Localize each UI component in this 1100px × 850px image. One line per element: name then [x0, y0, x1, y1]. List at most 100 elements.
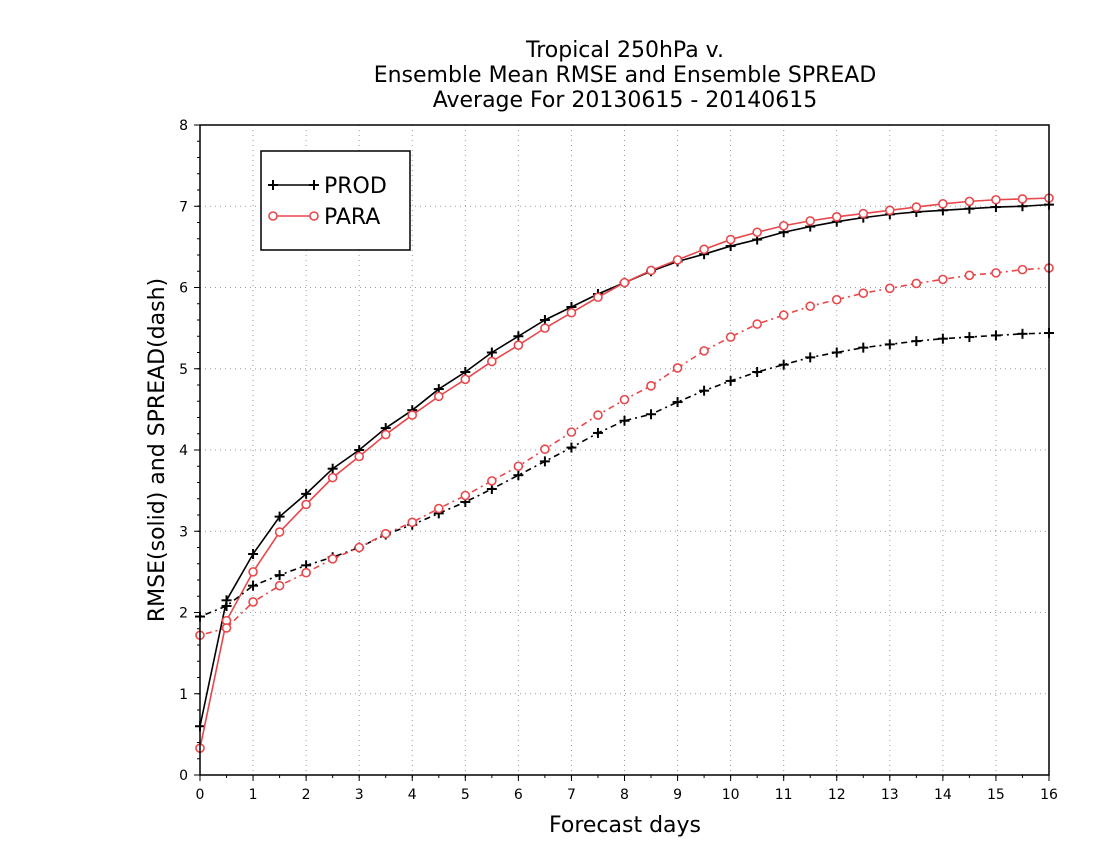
- point-para-rmse: [964, 196, 975, 207]
- point-prod-spread: [831, 347, 842, 358]
- point-para-rmse: [778, 220, 789, 231]
- title-line-3: Average For 20130615 - 20140615: [433, 88, 818, 113]
- point-para-spread: [407, 517, 418, 528]
- point-para-spread: [433, 503, 444, 514]
- point-para-rmse: [725, 234, 736, 245]
- point-prod-spread: [725, 375, 736, 386]
- point-para-spread: [274, 580, 285, 591]
- point-para-rmse: [380, 429, 391, 440]
- point-prod-rmse: [486, 347, 497, 358]
- point-para-spread: [885, 283, 895, 294]
- y-tick-labels: 0 1 2 3 4 5 6 7 8: [179, 118, 188, 784]
- point-prod-rmse: [513, 331, 524, 342]
- y-tick-label: 5: [179, 362, 188, 378]
- point-para-rmse: [327, 472, 338, 483]
- point-prod-spread: [858, 342, 869, 353]
- point-prod-rmse: [327, 463, 338, 474]
- title-line-1: Tropical 250hPa v.: [525, 38, 724, 63]
- point-prod-spread: [805, 352, 816, 363]
- point-para-rmse: [805, 216, 816, 226]
- point-para-spread: [1017, 264, 1028, 275]
- point-para-spread: [248, 597, 258, 607]
- x-tick-label: 10: [722, 787, 740, 803]
- point-prod-spread: [248, 580, 259, 591]
- x-tick-label: 7: [567, 787, 576, 803]
- x-tick-label: 0: [196, 787, 205, 803]
- point-para-spread: [778, 310, 789, 320]
- y-tick-label: 7: [179, 199, 188, 215]
- legend-label-para: PARA: [324, 205, 380, 230]
- point-para-spread: [619, 394, 630, 405]
- point-para-rmse: [460, 374, 471, 385]
- point-para-spread: [699, 346, 709, 356]
- point-prod-spread: [990, 330, 1001, 341]
- point-para-rmse: [938, 199, 948, 209]
- legend-box: [260, 150, 411, 251]
- point-para-spread: [964, 270, 975, 281]
- point-para-rmse: [487, 356, 497, 367]
- point-para-rmse: [885, 205, 895, 216]
- x-tick-label: 9: [673, 787, 682, 803]
- point-para-rmse: [1017, 194, 1028, 204]
- point-para-spread: [513, 461, 524, 472]
- legend-marker-end: [309, 211, 319, 221]
- point-para-spread: [301, 567, 311, 578]
- point-para-rmse: [672, 255, 683, 265]
- point-para-rmse: [991, 194, 1001, 205]
- point-prod-spread: [619, 415, 630, 426]
- point-para-rmse: [911, 202, 922, 212]
- point-para-rmse: [619, 277, 630, 288]
- point-para-spread: [354, 542, 364, 553]
- axis-ticks: [194, 124, 1050, 781]
- point-para-spread: [805, 301, 816, 311]
- point-prod-spread: [964, 332, 975, 343]
- y-tick-label: 2: [179, 606, 188, 622]
- point-prod-spread: [539, 456, 550, 467]
- title-line-2: Ensemble Mean RMSE and Ensemble SPREAD: [374, 63, 877, 88]
- point-prod-spread: [778, 359, 789, 370]
- point-para-rmse: [513, 340, 524, 350]
- point-prod-spread: [937, 333, 948, 344]
- point-para-rmse: [274, 527, 285, 537]
- point-para-rmse: [301, 499, 311, 510]
- point-prod-spread: [911, 336, 922, 347]
- point-para-rmse: [433, 391, 444, 402]
- point-para-spread: [938, 274, 948, 285]
- point-para-rmse: [699, 244, 709, 255]
- point-prod-spread: [646, 409, 657, 420]
- series-lines: [195, 193, 1054, 753]
- point-para-spread: [831, 294, 842, 305]
- x-tick-label: 5: [461, 787, 470, 803]
- point-para-spread: [540, 444, 550, 454]
- point-para-spread: [911, 278, 922, 289]
- point-para-rmse: [566, 307, 577, 318]
- y-tick-label: 8: [179, 118, 188, 134]
- x-tick-label: 6: [514, 787, 523, 803]
- series-prod-spread: [195, 328, 1054, 622]
- x-tick-label: 14: [934, 787, 952, 803]
- point-para-rmse: [752, 227, 762, 238]
- point-para-spread: [566, 427, 577, 437]
- point-prod-spread: [221, 601, 232, 611]
- y-axis-label: RMSE(solid) and SPREAD(dash): [145, 278, 170, 622]
- legend-marker-start: [268, 211, 278, 221]
- point-para-spread: [672, 363, 683, 373]
- legend-marker-end: [309, 180, 319, 190]
- x-tick-label: 13: [881, 787, 899, 803]
- x-tick-label: 16: [1040, 787, 1058, 803]
- point-prod-spread: [752, 367, 763, 377]
- point-para-spread: [221, 623, 232, 633]
- line-prod-spread: [199, 332, 1050, 618]
- point-para-spread: [858, 288, 869, 298]
- series-para-spread: [195, 263, 1054, 641]
- point-para-spread: [327, 554, 338, 564]
- point-para-rmse: [407, 410, 418, 420]
- y-tick-label: 6: [179, 281, 188, 297]
- point-para-rmse: [593, 292, 603, 303]
- x-tick-label: 3: [355, 787, 364, 803]
- x-tick-label: 11: [775, 787, 793, 803]
- legend-marker-start: [268, 180, 278, 190]
- x-tick-label: 4: [408, 787, 417, 803]
